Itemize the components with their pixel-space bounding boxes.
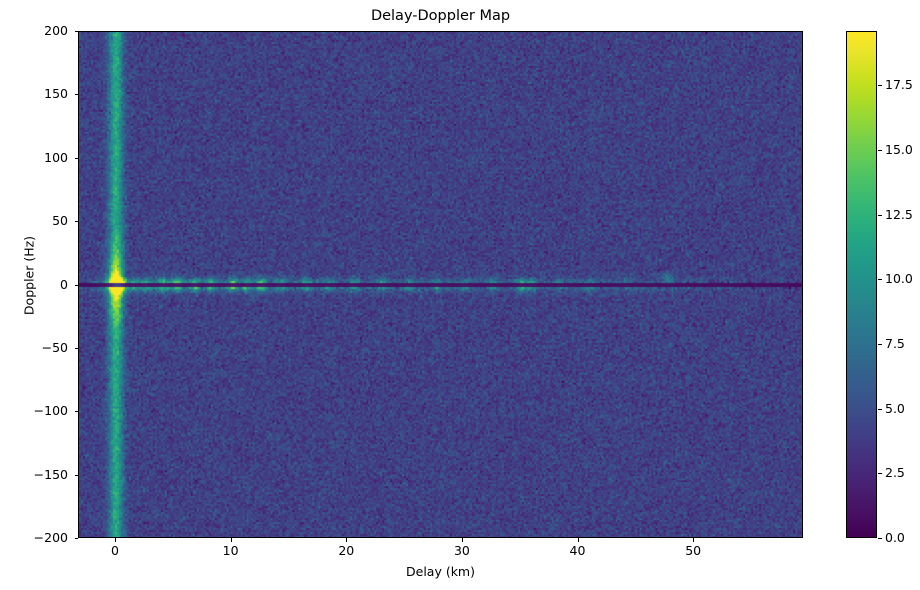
x-tick-mark: [115, 538, 116, 542]
x-tick-label: 30: [453, 543, 470, 558]
y-tick-mark: [74, 284, 78, 286]
colorbar-tick-mark: [878, 538, 882, 539]
x-tick-label: 10: [222, 543, 239, 558]
y-tick-label: 200: [44, 23, 68, 38]
colorbar-tick-label: 2.5: [885, 465, 905, 481]
colorbar-tick-label: 17.5: [885, 77, 913, 93]
y-tick-label: 50: [52, 213, 68, 229]
colorbar-tick-mark: [878, 279, 882, 281]
y-tick-mark: [74, 474, 78, 476]
x-tick-label: 20: [338, 543, 355, 558]
colorbar-tick-label: 0.0: [885, 530, 905, 545]
colorbar: [846, 31, 877, 538]
y-tick-label: −200: [33, 530, 68, 545]
colorbar-tick-label: 12.5: [885, 206, 913, 222]
x-tick-mark: [346, 538, 348, 542]
y-tick-label: −150: [33, 466, 68, 482]
y-tick-label: 150: [44, 86, 68, 102]
x-tick-label: 0: [111, 543, 119, 558]
y-tick-mark: [74, 411, 78, 413]
y-tick-mark: [74, 31, 78, 32]
colorbar-tick-mark: [878, 214, 882, 216]
y-tick-label: −100: [33, 403, 68, 419]
y-tick-label: 100: [44, 149, 68, 165]
y-tick-mark: [74, 94, 78, 96]
y-tick-mark: [74, 221, 78, 223]
colorbar-tick-label: 10.0: [885, 271, 913, 287]
x-tick-label: 40: [569, 543, 586, 558]
x-tick-mark: [230, 538, 232, 542]
colorbar-tick-mark: [878, 344, 882, 345]
colorbar-tick-mark: [878, 473, 882, 475]
colorbar-tick-mark: [878, 85, 882, 87]
colorbar-tick-label: 5.0: [885, 400, 905, 416]
colorbar-tick-mark: [878, 408, 882, 410]
y-tick-mark: [74, 347, 78, 349]
x-tick-mark: [693, 538, 695, 542]
colorbar-gradient: [847, 32, 876, 537]
x-tick-label: 50: [685, 543, 702, 558]
x-axis-label: Delay (km): [406, 564, 475, 579]
colorbar-tick-label: 7.5: [885, 336, 905, 351]
x-tick-mark: [461, 538, 463, 542]
y-tick-mark: [74, 157, 78, 159]
colorbar-tick-mark: [878, 150, 882, 151]
y-tick-label: 0: [60, 276, 68, 292]
y-tick-label: −50: [41, 339, 68, 355]
heatmap-plot-area: [78, 31, 803, 538]
page-title: Delay-Doppler Map: [370, 8, 511, 24]
colorbar-tick-label: 15.0: [885, 142, 913, 157]
heatmap-image: [79, 32, 802, 537]
x-tick-mark: [577, 538, 579, 542]
y-tick-mark: [74, 538, 78, 539]
